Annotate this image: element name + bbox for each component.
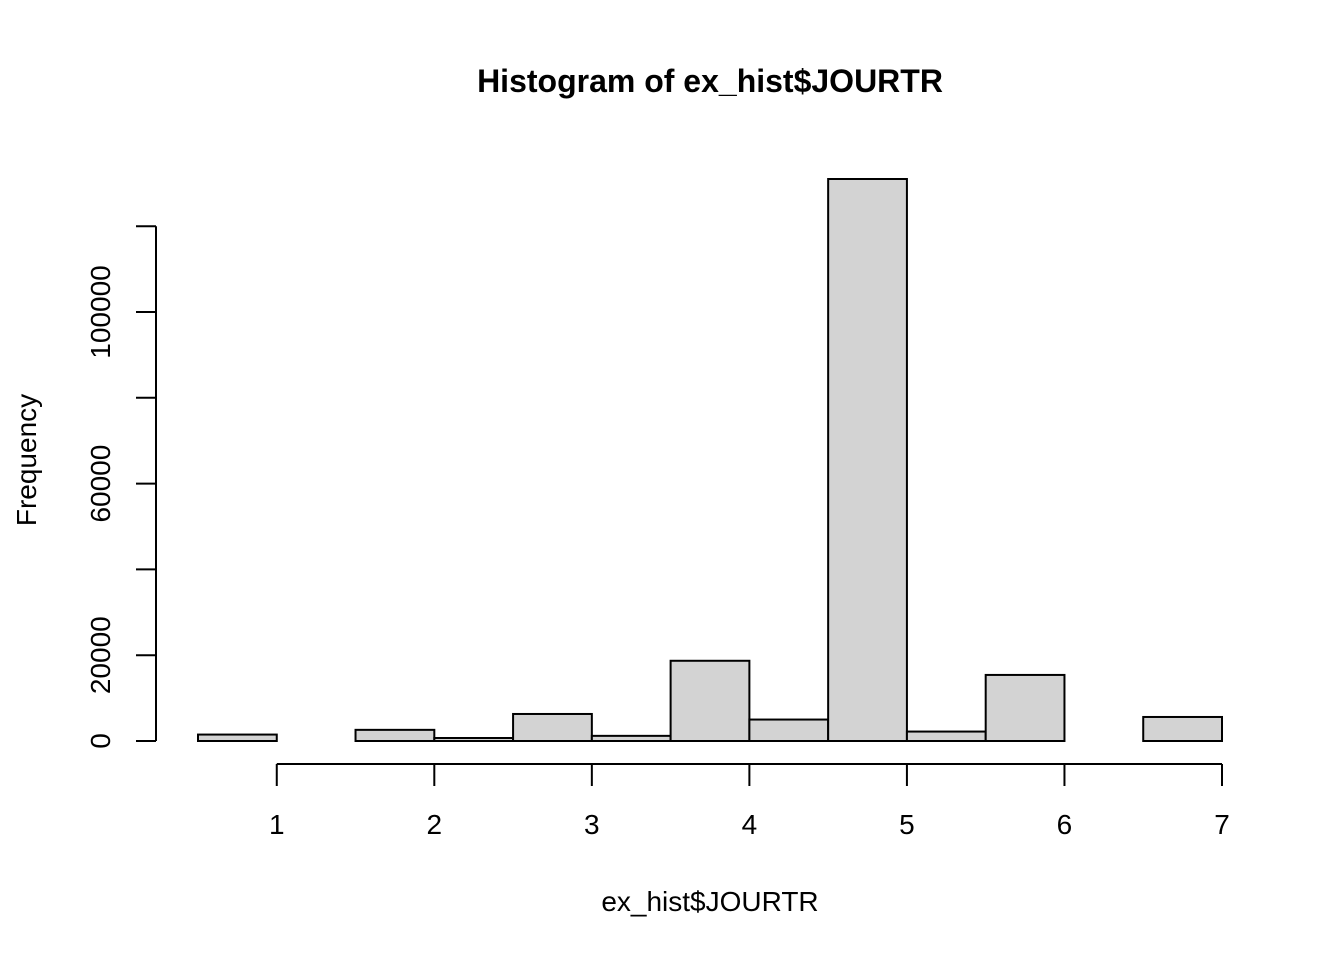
y-tick-label-5: 100000 (85, 265, 116, 358)
y-axis-label: Frequency (11, 394, 42, 526)
y-tick-label-3: 60000 (85, 445, 116, 523)
histogram-bars (197, 178, 1223, 743)
x-tick-label-4: 5 (899, 809, 915, 840)
x-tick-label-3: 4 (742, 809, 758, 840)
histogram-bar-10 (984, 673, 1066, 742)
histogram-bar-4 (512, 712, 593, 743)
histogram-bar-12 (1142, 715, 1223, 743)
x-tick-label-0: 1 (269, 809, 285, 840)
y-tick-label-0: 0 (85, 733, 116, 749)
histogram-bar-9 (905, 730, 987, 742)
histogram-bar-0 (197, 733, 278, 742)
y-axis: 0 20000 60000 100000 (85, 225, 157, 749)
histogram-bar-6 (669, 659, 751, 742)
histogram-bar-8 (827, 178, 908, 742)
x-tick-label-2: 3 (584, 809, 600, 840)
x-tick-label-5: 6 (1057, 809, 1073, 840)
histogram-bar-7 (748, 718, 830, 743)
chart-title: Histogram of ex_hist$JOURTR (477, 63, 943, 99)
histogram-bar-2 (354, 728, 436, 743)
x-axis-label: ex_hist$JOURTR (601, 886, 818, 917)
histogram-bar-5 (590, 734, 672, 743)
x-tick-label-6: 7 (1214, 809, 1230, 840)
histogram-bar-3 (433, 736, 515, 743)
x-axis: 1 2 3 4 5 6 7 (269, 763, 1230, 840)
x-tick-label-1: 2 (427, 809, 443, 840)
y-tick-label-1: 20000 (85, 616, 116, 694)
